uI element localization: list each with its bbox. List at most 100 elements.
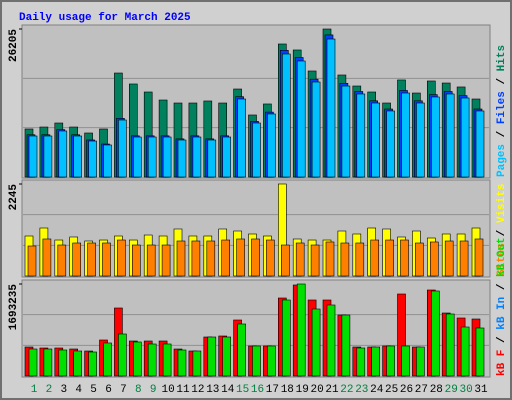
legend: Sites / Visits (496, 184, 508, 276)
bar (252, 122, 261, 178)
x-tick-label: 15 (236, 384, 249, 396)
bar (445, 313, 455, 377)
legend-entry: kB Out (496, 237, 508, 277)
bar (177, 349, 187, 377)
x-tick-label: 1 (31, 384, 38, 396)
legend: kB F / kB In / kB Out (496, 237, 508, 376)
bar (325, 241, 335, 277)
bar (340, 242, 350, 277)
bar (28, 135, 38, 178)
bar (326, 38, 336, 178)
x-tick-label: 10 (161, 384, 174, 396)
bar (58, 130, 68, 178)
x-tick-label: 9 (150, 384, 157, 396)
bar (176, 240, 186, 277)
bar (177, 139, 187, 178)
legend: Pages / Files / Hits (496, 45, 508, 177)
bar (206, 240, 216, 277)
bar (73, 135, 82, 178)
x-tick-label: 20 (310, 384, 323, 396)
bar (267, 345, 276, 377)
bar (281, 299, 291, 377)
bar (207, 139, 217, 178)
legend-entry: Hits (496, 45, 508, 71)
bar (237, 98, 246, 178)
bar (475, 327, 485, 377)
x-tick-label: 5 (90, 384, 97, 396)
bar (147, 136, 157, 178)
x-tick-label: 18 (281, 384, 294, 396)
bar (460, 326, 470, 377)
bar (73, 350, 82, 377)
x-tick-label: 30 (459, 384, 472, 396)
bar (88, 140, 97, 178)
bar (252, 345, 261, 377)
x-tick-label: 16 (251, 384, 264, 396)
x-tick-label: 2 (46, 384, 53, 396)
x-tick-label: 21 (325, 384, 339, 396)
legend-separator: / (496, 330, 508, 350)
bar (58, 349, 68, 377)
chart-title: Daily usage for March 2025 (19, 12, 191, 24)
bar (401, 92, 410, 178)
bar (162, 136, 172, 178)
bar (475, 110, 485, 178)
x-tick-label: 31 (474, 384, 488, 396)
bar (310, 244, 320, 277)
legend-entry: Files (496, 91, 508, 124)
bar (42, 238, 52, 277)
legend-entry: Pages (496, 144, 508, 177)
bar (355, 242, 365, 277)
legend-separator: / (496, 124, 508, 144)
x-tick-label: 27 (415, 384, 428, 396)
bar (371, 102, 381, 178)
x-tick-label: 6 (105, 384, 112, 396)
bar (356, 93, 366, 178)
bar (192, 136, 202, 178)
bar (460, 97, 470, 178)
x-tick-label: 14 (221, 384, 235, 396)
x-tick-label: 19 (296, 384, 309, 396)
bar (237, 323, 246, 377)
bar (295, 242, 305, 277)
bar (266, 239, 275, 277)
bar (102, 242, 111, 277)
bar (341, 314, 351, 377)
x-tick-label: 8 (135, 384, 142, 396)
bar (400, 239, 409, 277)
y-tick-label: 26205 (8, 29, 20, 62)
x-tick-label: 12 (191, 384, 204, 396)
bar (118, 333, 127, 377)
x-tick-label: 24 (370, 384, 384, 396)
x-tick-label: 28 (430, 384, 443, 396)
bar (445, 93, 455, 178)
x-tick-label: 3 (60, 384, 67, 396)
bar (118, 119, 127, 178)
x-tick-label: 22 (340, 384, 353, 396)
bar (267, 113, 276, 178)
bar (222, 336, 231, 377)
bar (429, 241, 439, 277)
x-tick-label: 13 (206, 384, 219, 396)
bar (386, 110, 395, 178)
y-tick-label: 2245 (8, 184, 20, 211)
x-tick-label: 29 (445, 384, 458, 396)
bar (236, 238, 245, 277)
x-tick-label: 7 (120, 384, 127, 396)
x-tick-label: 23 (355, 384, 368, 396)
bar (251, 238, 260, 277)
bar (192, 350, 202, 377)
bar (474, 238, 484, 277)
bar (103, 342, 112, 377)
bar (133, 341, 142, 377)
legend-entry: kB In (496, 297, 508, 330)
bar (161, 244, 171, 277)
x-tick-label: 25 (385, 384, 398, 396)
bar (385, 239, 394, 277)
bar (147, 343, 157, 377)
bar (311, 308, 321, 377)
bar (430, 290, 440, 377)
bar (416, 346, 425, 377)
bar (222, 136, 231, 178)
bar (43, 135, 53, 178)
